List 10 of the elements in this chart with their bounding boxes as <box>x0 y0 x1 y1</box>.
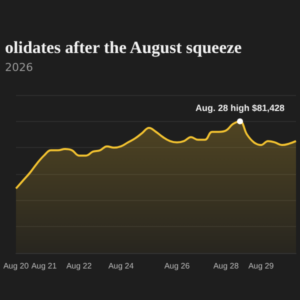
x-tick-label: Aug 20 <box>3 262 30 270</box>
annotation: Aug. 28 high $81,428 <box>195 102 285 113</box>
x-tick-label: Aug 28 <box>213 262 240 270</box>
chart-title: olidates after the August squeeze <box>5 38 242 57</box>
x-tick-label: Aug 29 <box>248 262 274 270</box>
x-tick-label: Aug 21 <box>31 262 58 270</box>
chart-subtitle: 2026 <box>5 61 33 74</box>
x-tick-label: Aug 24 <box>108 262 134 270</box>
x-tick-label: Aug 22 <box>66 262 92 270</box>
x-tick-label: Aug 26 <box>164 262 190 270</box>
